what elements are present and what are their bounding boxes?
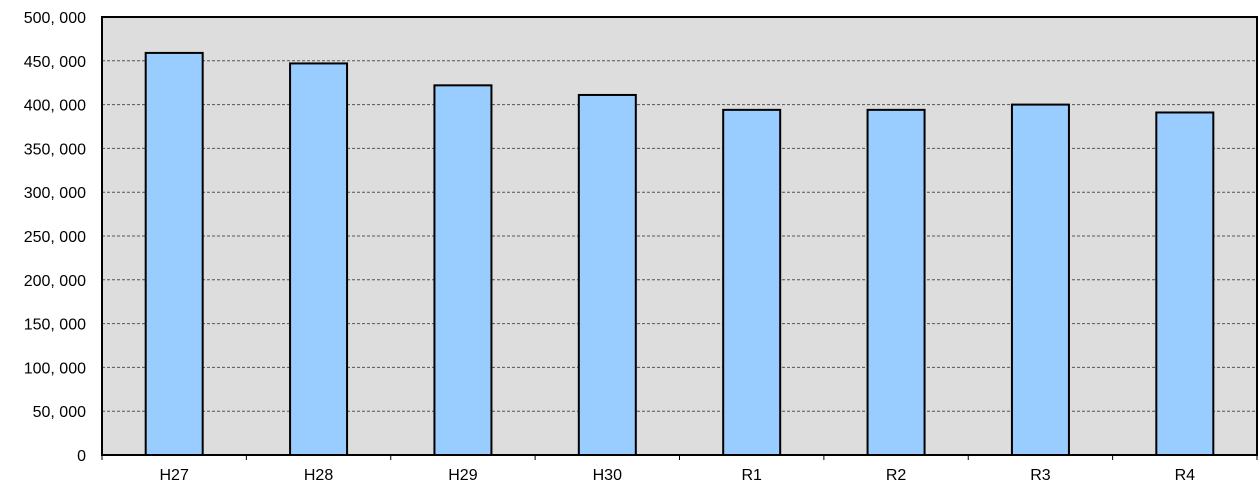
y-tick-label: 500, 000 (24, 10, 86, 27)
y-tick-label: 200, 000 (24, 273, 86, 290)
y-tick-label: 300, 000 (24, 185, 86, 202)
x-axis-ticks (101, 455, 1258, 460)
x-tick-label: R3 (1030, 467, 1051, 484)
bar-h29 (433, 84, 493, 456)
y-tick-label: 0 (77, 448, 86, 465)
x-tick-label: H27 (160, 467, 189, 484)
y-tick-label: 50, 000 (33, 404, 86, 421)
bar-r4 (1155, 111, 1215, 456)
y-axis: 0 50, 000 100, 000 150, 000 200, 000 250, 000… (24, 10, 86, 465)
y-tick-label: 350, 000 (24, 141, 86, 158)
bar-r2 (866, 108, 926, 457)
x-tick-label: R1 (741, 467, 762, 484)
bar-r1 (722, 108, 782, 457)
x-tick-label: H29 (448, 467, 477, 484)
y-tick-label: 250, 000 (24, 229, 86, 246)
x-axis: H27 H28 H29 H30 R1 R2 R3 R4 (160, 467, 1196, 484)
y-tick-label: 400, 000 (24, 98, 86, 115)
y-tick-label: 100, 000 (24, 360, 86, 377)
bar-h27 (144, 51, 204, 457)
x-tick-label: R4 (1175, 467, 1196, 484)
x-tick-label: H30 (593, 467, 622, 484)
bars (144, 51, 1215, 457)
bar-r3 (1010, 103, 1070, 456)
y-tick-label: 450, 000 (24, 54, 86, 71)
bar-h28 (289, 62, 349, 456)
x-tick-label: R2 (886, 467, 907, 484)
x-tick-label: H28 (304, 467, 333, 484)
y-tick-label: 150, 000 (24, 317, 86, 334)
bar-h30 (577, 93, 637, 457)
